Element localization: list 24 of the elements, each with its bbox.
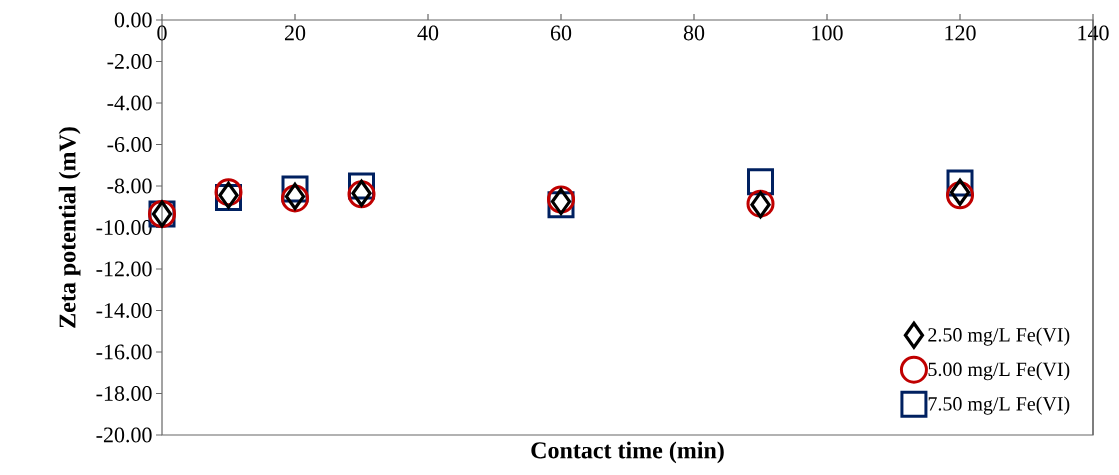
legend-label: 2.50 mg/L Fe(VI) bbox=[928, 327, 1070, 346]
y-tick-label: -6.00 bbox=[107, 137, 152, 152]
x-tick-label: 120 bbox=[945, 25, 976, 41]
x-tick-label: 100 bbox=[812, 25, 843, 41]
x-axis-title: Contact time (min) bbox=[531, 441, 724, 464]
y-tick-label: -20.00 bbox=[96, 427, 152, 443]
x-tick-label: 0 bbox=[157, 25, 167, 41]
y-tick-label: -14.00 bbox=[96, 303, 152, 318]
y-axis-title: Zeta potential (mV) bbox=[58, 127, 81, 328]
x-tick-label: 60 bbox=[550, 25, 572, 41]
y-tick-label: 0.00 bbox=[114, 12, 152, 28]
legend-label: 7.50 mg/L Fe(VI) bbox=[928, 396, 1070, 415]
x-tick-label: 80 bbox=[683, 25, 705, 41]
x-tick-label: 20 bbox=[284, 25, 306, 41]
y-tick-label: -16.00 bbox=[96, 344, 152, 360]
y-tick-label: -2.00 bbox=[107, 54, 152, 69]
y-tick-label: -10.00 bbox=[96, 220, 152, 235]
y-tick-label: -18.00 bbox=[96, 386, 152, 401]
y-tick-label: -4.00 bbox=[107, 95, 152, 111]
x-tick-label: 40 bbox=[417, 25, 439, 41]
y-tick-label: -12.00 bbox=[96, 261, 152, 277]
legend-label: 5.00 mg/L Fe(VI) bbox=[928, 362, 1070, 381]
x-tick-label: 140 bbox=[1078, 25, 1109, 41]
y-tick-label: -8.00 bbox=[107, 178, 152, 194]
